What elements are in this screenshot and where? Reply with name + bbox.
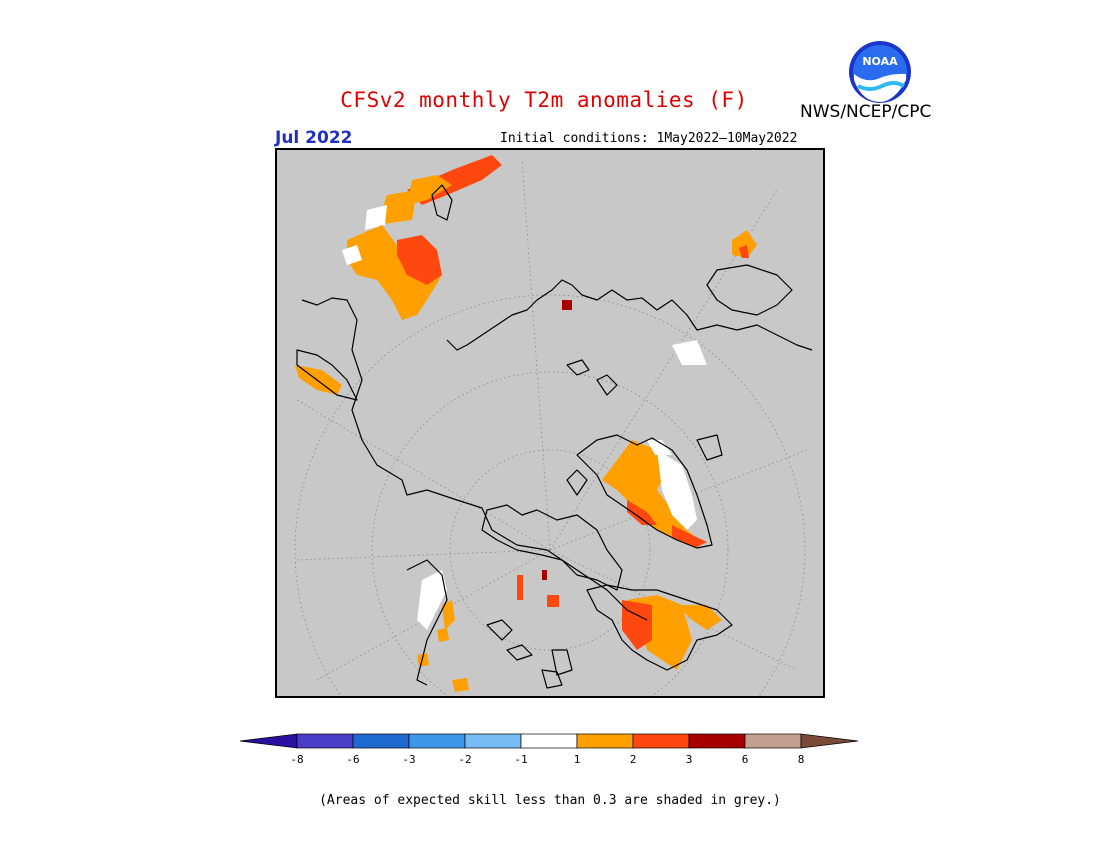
colorbar-segment bbox=[240, 733, 298, 749]
coastlines bbox=[296, 184, 813, 689]
colorbar-segment bbox=[408, 733, 466, 749]
anomaly-patches bbox=[295, 155, 757, 692]
skill-note: (Areas of expected skill less than 0.3 a… bbox=[319, 793, 781, 808]
colorbar-segment bbox=[520, 733, 578, 749]
svg-text:NOAA: NOAA bbox=[862, 55, 898, 68]
colorbar-tick: 3 bbox=[685, 753, 693, 766]
colorbar-segment bbox=[688, 733, 746, 749]
chart-title: CFSv2 monthly T2m anomalies (F) bbox=[340, 88, 748, 112]
colorbar-segment bbox=[632, 733, 690, 749]
initial-conditions: Initial conditions: 1May2022—10May2022 bbox=[500, 131, 798, 146]
colorbar-segment bbox=[464, 733, 522, 749]
colorbar-tick: 8 bbox=[797, 753, 805, 766]
forecast-month: Jul 2022 bbox=[275, 128, 353, 148]
colorbar-tick: -1 bbox=[514, 753, 528, 766]
noaa-logo: NOAA bbox=[849, 41, 911, 103]
colorbar-segment bbox=[800, 733, 859, 749]
graticule bbox=[294, 159, 808, 696]
polar-map bbox=[275, 148, 825, 698]
colorbar-tick: -6 bbox=[346, 753, 360, 766]
colorbar-segment bbox=[352, 733, 410, 749]
colorbar-tick: 6 bbox=[741, 753, 749, 766]
colorbar-tick: -3 bbox=[402, 753, 416, 766]
agency-label: NWS/NCEP/CPC bbox=[800, 102, 932, 122]
colorbar bbox=[240, 733, 859, 749]
colorbar-segment bbox=[296, 733, 354, 749]
colorbar-segment bbox=[744, 733, 802, 749]
colorbar-segment bbox=[576, 733, 634, 749]
colorbar-tick: 1 bbox=[573, 753, 581, 766]
colorbar-tick: -2 bbox=[458, 753, 472, 766]
colorbar-tick: 2 bbox=[629, 753, 637, 766]
colorbar-tick: -8 bbox=[290, 753, 304, 766]
